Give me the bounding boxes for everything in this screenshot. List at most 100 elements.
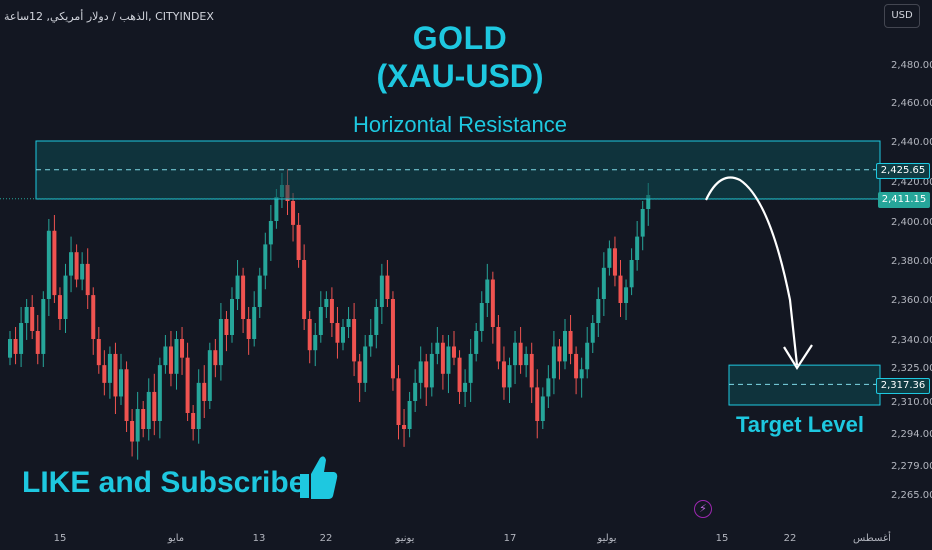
candle-body — [457, 357, 462, 392]
candle-body — [235, 275, 240, 299]
price-tick-label: 2,440.00 — [891, 137, 932, 148]
candle-body — [13, 339, 18, 354]
candle-body — [130, 421, 135, 442]
candle-body — [379, 275, 384, 307]
price-tag: 2,317.36 — [876, 378, 930, 394]
candle-body — [107, 353, 112, 383]
candle-body — [496, 327, 501, 362]
candle-body — [551, 346, 556, 379]
candle-body — [579, 369, 584, 379]
price-tick-label: 2,310.00 — [891, 397, 932, 408]
target-label: Target Level — [736, 412, 864, 437]
candle-body — [218, 319, 223, 366]
candle-body — [291, 201, 296, 225]
candle-body — [296, 224, 301, 260]
candle-body — [468, 353, 473, 383]
candle-body — [207, 350, 212, 401]
candle-body — [596, 299, 601, 323]
candle-body — [69, 252, 74, 276]
time-tick-label: يوليو — [596, 533, 616, 544]
candle-body — [52, 230, 57, 296]
candle-body — [385, 275, 390, 299]
candle-body — [224, 319, 229, 335]
candle-body — [257, 275, 262, 307]
candle-body — [152, 391, 157, 421]
candle-body — [324, 299, 329, 307]
candle-body — [435, 342, 440, 354]
candle-body — [146, 391, 151, 429]
candle-body — [302, 260, 307, 319]
candle-body — [91, 295, 96, 339]
candle-body — [507, 365, 512, 388]
candle-body — [363, 346, 368, 383]
candle-body — [535, 387, 540, 421]
candle-body — [601, 267, 606, 299]
chart-title: GOLD — [412, 20, 508, 56]
candle-body — [19, 323, 24, 354]
candle-body — [318, 307, 323, 335]
price-tick-label: 2,460.00 — [891, 98, 932, 109]
symbol-title[interactable]: الذهب / دولار أمريكي, 12ساعة, CITYINDEX — [4, 10, 214, 23]
price-tick-label: 2,265.00 — [891, 490, 932, 501]
candle-body — [230, 299, 234, 335]
candle-body — [563, 331, 567, 362]
candle-body — [524, 353, 529, 366]
candle-body — [624, 287, 629, 303]
price-tick-label: 2,360.00 — [891, 295, 932, 306]
currency-button[interactable]: USD — [884, 4, 920, 28]
price-tick-label: 2,400.00 — [891, 217, 932, 228]
price-tick-label: 2,380.00 — [891, 256, 932, 267]
candle-body — [102, 365, 107, 383]
candle-body — [46, 230, 51, 299]
time-tick-label: 15 — [716, 533, 729, 544]
candle-body — [446, 346, 451, 374]
candle-body — [390, 299, 395, 379]
candle-body — [546, 378, 551, 397]
candle-body — [335, 323, 340, 343]
price-tick-label: 2,480.00 — [891, 60, 932, 71]
candle-body — [429, 353, 434, 388]
candle-body — [307, 319, 312, 351]
candle-body — [274, 197, 279, 221]
lightning-icon[interactable]: ⚡ — [694, 500, 712, 518]
candle-body — [85, 263, 90, 296]
candle-body — [213, 350, 218, 366]
candle-body — [557, 346, 562, 362]
candle-body — [185, 357, 190, 413]
time-tick-label: 22 — [320, 533, 333, 544]
candle-body — [629, 260, 634, 288]
candles-layer — [8, 169, 651, 460]
candle-body — [374, 307, 379, 335]
candle-body — [485, 279, 490, 303]
candle-body — [113, 353, 118, 397]
resistance-label: Horizontal Resistance — [353, 112, 567, 137]
promo-text: LIKE and Subscribe — [22, 466, 306, 499]
candle-body — [135, 409, 140, 442]
candle-body — [568, 331, 573, 354]
candle-body — [413, 382, 418, 401]
candle-body — [590, 323, 595, 343]
time-tick-label: 13 — [253, 533, 266, 544]
candle-body — [352, 319, 357, 362]
candle-body — [490, 279, 495, 327]
candle-body — [202, 382, 207, 401]
candle-body — [607, 248, 612, 268]
candle-body — [80, 263, 85, 280]
candle-body — [141, 409, 146, 429]
candle-body — [57, 295, 62, 319]
candle-body — [424, 361, 429, 388]
candle-body — [618, 275, 623, 303]
candle-body — [163, 346, 168, 366]
price-axis: 2,480.00 2,460.00 2,440.00 2,420.00 2,400.00… — [891, 60, 932, 501]
candle-body — [635, 236, 640, 260]
price-tick-label: 2,340.00 — [891, 335, 932, 346]
candle-body — [157, 365, 162, 421]
candle-body — [41, 299, 46, 354]
candle-body — [246, 319, 251, 339]
time-tick-label: 15 — [54, 533, 67, 544]
candle-body — [74, 252, 79, 280]
projection-arrowhead — [783, 344, 813, 371]
candle-body — [463, 382, 468, 392]
price-tick-label: 2,325.00 — [891, 363, 932, 374]
